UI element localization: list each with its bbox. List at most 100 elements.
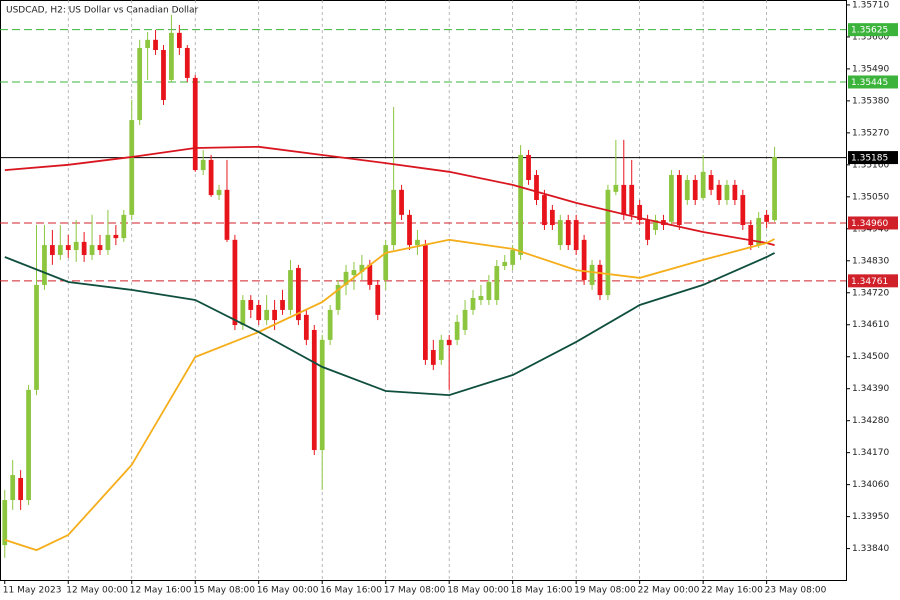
candle-body [518, 154, 523, 255]
candle-body [597, 264, 603, 296]
x-tick-label: 12 May 00:00 [66, 586, 128, 596]
x-tick-label: 22 May 16:00 [701, 586, 763, 596]
price-box [848, 274, 898, 288]
price-box [848, 151, 898, 165]
candle-body [264, 309, 270, 321]
price-box [848, 23, 898, 37]
candle-body [708, 175, 714, 190]
candle-body [216, 189, 222, 196]
x-tick-label: 16 May 16:00 [320, 586, 382, 596]
candle-body [573, 220, 579, 251]
candle-body [542, 195, 547, 226]
candle-body [645, 220, 650, 240]
candle-body [65, 245, 71, 251]
y-tick-label: 1.34720 [852, 288, 889, 298]
candle-body [581, 239, 587, 280]
price-box [848, 75, 898, 89]
candle-body [526, 154, 531, 180]
candle-body [446, 339, 452, 346]
candle-body [732, 184, 738, 201]
candle-body [454, 321, 460, 340]
candle-body [629, 184, 635, 215]
candle-body [613, 184, 619, 192]
candle-body [399, 189, 404, 215]
candle-body [383, 245, 389, 280]
candle-body [81, 241, 87, 255]
candle-body [280, 300, 285, 310]
candle-body [430, 350, 436, 365]
candle-body [407, 214, 412, 246]
candle-body [692, 179, 698, 201]
y-tick-label: 1.33840 [852, 544, 889, 554]
y-tick-label: 1.35270 [852, 128, 889, 138]
price-box-label: 1.35625 [851, 26, 888, 36]
candle-body [478, 295, 484, 301]
candle-body [557, 220, 563, 246]
x-tick-label: 19 May 08:00 [574, 586, 636, 596]
candle-body [637, 204, 643, 221]
candle-body [169, 32, 174, 80]
candle-body [2, 500, 8, 546]
y-tick-label: 1.35490 [852, 64, 889, 74]
price-box-label: 1.35445 [851, 78, 888, 88]
candle-body [764, 214, 770, 222]
candle-body [462, 309, 468, 330]
y-tick-label: 1.34500 [852, 352, 889, 362]
candle-body [113, 234, 119, 239]
candle-body [208, 159, 214, 196]
candle-body [367, 264, 373, 285]
candle-body [423, 245, 428, 360]
candle-body [248, 300, 254, 310]
chart-title: USDCAD, H2: US Dollar vs Canadian Dollar [6, 6, 199, 16]
candle-body [232, 239, 238, 326]
candle-body [192, 77, 198, 171]
candle-body [510, 250, 516, 265]
candle-body [327, 309, 333, 340]
candle-body [161, 50, 166, 101]
candle-body [26, 389, 31, 501]
candle-body [272, 309, 277, 321]
x-tick-label: 16 May 00:00 [257, 586, 319, 596]
candle-body [105, 234, 111, 251]
x-tick-label: 11 May 2023 [3, 586, 62, 596]
price-box-label: 1.35185 [851, 154, 888, 164]
x-tick-label: 18 May 16:00 [511, 586, 573, 596]
y-tick-label: 1.34060 [852, 480, 889, 490]
x-tick-label: 23 May 08:00 [765, 586, 827, 596]
candle-body [359, 264, 365, 272]
candle-body [621, 184, 627, 215]
candle-body [121, 214, 127, 239]
candle-body [438, 339, 444, 360]
candle-body [565, 220, 571, 246]
moving-average [4, 252, 776, 397]
y-tick-label: 1.34170 [852, 448, 889, 458]
candle-body [716, 184, 722, 201]
candle-body [57, 245, 63, 255]
candle-body [700, 171, 706, 198]
y-tick-label: 1.34610 [852, 320, 889, 330]
candle-body [589, 264, 595, 285]
candle-body [224, 189, 230, 240]
candle-body [240, 300, 246, 326]
candle-body [296, 268, 301, 321]
candle-body [303, 314, 309, 340]
candle-body [34, 284, 39, 390]
candle-body [740, 195, 746, 226]
candle-body [772, 156, 777, 221]
candle-body [256, 304, 262, 321]
price-box [848, 216, 898, 230]
y-tick-label: 1.34280 [852, 416, 889, 426]
candle-body [10, 475, 16, 501]
candle-body [391, 189, 397, 246]
candle-body [605, 189, 611, 296]
candle-body [494, 266, 500, 301]
candle-body [288, 270, 293, 310]
candle-body [319, 339, 325, 451]
candle-body [42, 245, 47, 285]
moving-average [4, 145, 775, 246]
candle-body [470, 297, 476, 310]
x-tick-label: 15 May 08:00 [193, 586, 255, 596]
candle-body [73, 241, 79, 251]
y-tick-label: 1.35380 [852, 96, 889, 106]
candle-body [756, 218, 762, 246]
